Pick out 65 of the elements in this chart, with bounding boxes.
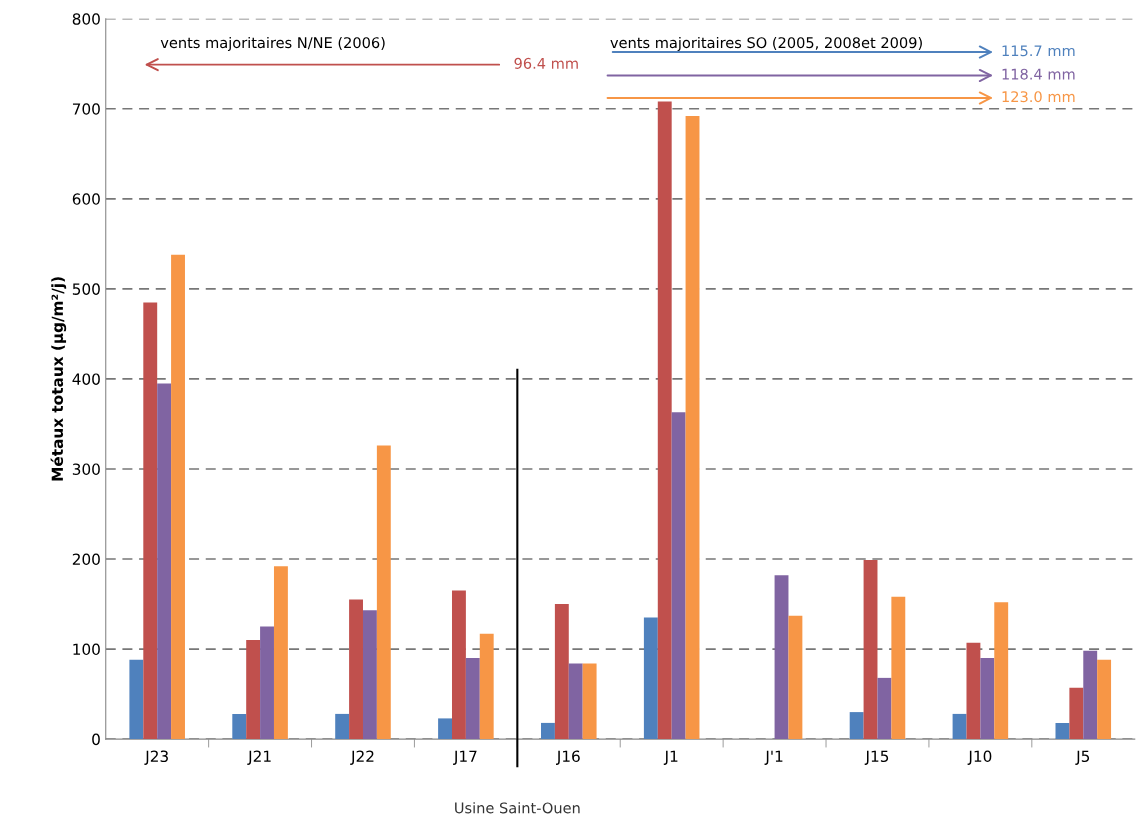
bar: [246, 640, 261, 740]
bar: [1083, 650, 1098, 740]
annotation: 123.0 mm: [1002, 91, 1075, 103]
x-tick-label: J21: [247, 750, 271, 765]
bar: [465, 658, 480, 740]
annotation: 115.7 mm: [1002, 45, 1075, 57]
bar: [143, 302, 158, 740]
bar: [554, 604, 569, 740]
bar: [788, 615, 803, 740]
bar: [966, 642, 981, 740]
bar: [568, 663, 583, 740]
bar: [451, 590, 466, 740]
bar: [891, 596, 906, 740]
x-tick-label: J23: [144, 750, 168, 765]
bar: [671, 412, 686, 740]
bar: [657, 101, 672, 740]
x-tick-label: J1: [663, 750, 678, 765]
bar: [863, 559, 878, 740]
y-tick-label: 0: [92, 733, 100, 746]
text: Usine Saint-Ouen: [455, 802, 580, 814]
bar: [849, 712, 864, 740]
x-tick-label: J22: [350, 750, 374, 765]
annotation: vents majoritaires SO (2005, 2008et 2009): [610, 36, 922, 51]
x-tick-label: J15: [864, 750, 889, 765]
y-tick-label: 300: [72, 463, 100, 475]
y-axis-title: Métaux totaux (µg/m²/j): [50, 277, 67, 481]
bar: [362, 610, 377, 740]
annotation: vents majoritaires N/NE (2006): [160, 36, 385, 51]
y-tick-label: 100: [73, 643, 100, 656]
bar: [980, 658, 995, 740]
bar: [994, 602, 1009, 740]
bar: [171, 254, 185, 740]
x-tick-label: J5: [1075, 750, 1090, 765]
y-tick-label: 800: [72, 13, 100, 25]
x-tick-label: J16: [556, 750, 580, 765]
bar: [438, 718, 452, 740]
bar: [335, 713, 350, 740]
bar: [774, 575, 789, 740]
bar: [376, 445, 391, 740]
x-tick-label: J17: [453, 750, 477, 765]
bar: [349, 599, 363, 740]
y-tick-label: 400: [72, 373, 100, 385]
y-tick-label: 200: [72, 553, 100, 566]
y-tick-label: 600: [72, 193, 100, 205]
bar: [232, 713, 247, 740]
x-tick-label: J10: [967, 750, 992, 765]
bar: [157, 383, 172, 740]
annotation: 96.4 mm: [514, 57, 578, 69]
bar: [877, 677, 892, 740]
bar: [129, 659, 144, 740]
y-tick-label: 500: [72, 283, 100, 295]
x-tick-label: J'1: [764, 750, 783, 765]
bar: [685, 115, 700, 740]
bar: [479, 633, 494, 740]
bar: [1055, 722, 1070, 740]
bar: [541, 722, 555, 740]
bar: [273, 566, 288, 740]
bar: [260, 626, 274, 740]
bar: [1097, 659, 1112, 740]
bar: [582, 663, 597, 740]
annotation: 118.4 mm: [1002, 68, 1075, 80]
bar: [643, 617, 658, 740]
y-tick-label: 700: [72, 103, 100, 115]
bar: [1069, 687, 1084, 740]
bar: [952, 713, 967, 740]
